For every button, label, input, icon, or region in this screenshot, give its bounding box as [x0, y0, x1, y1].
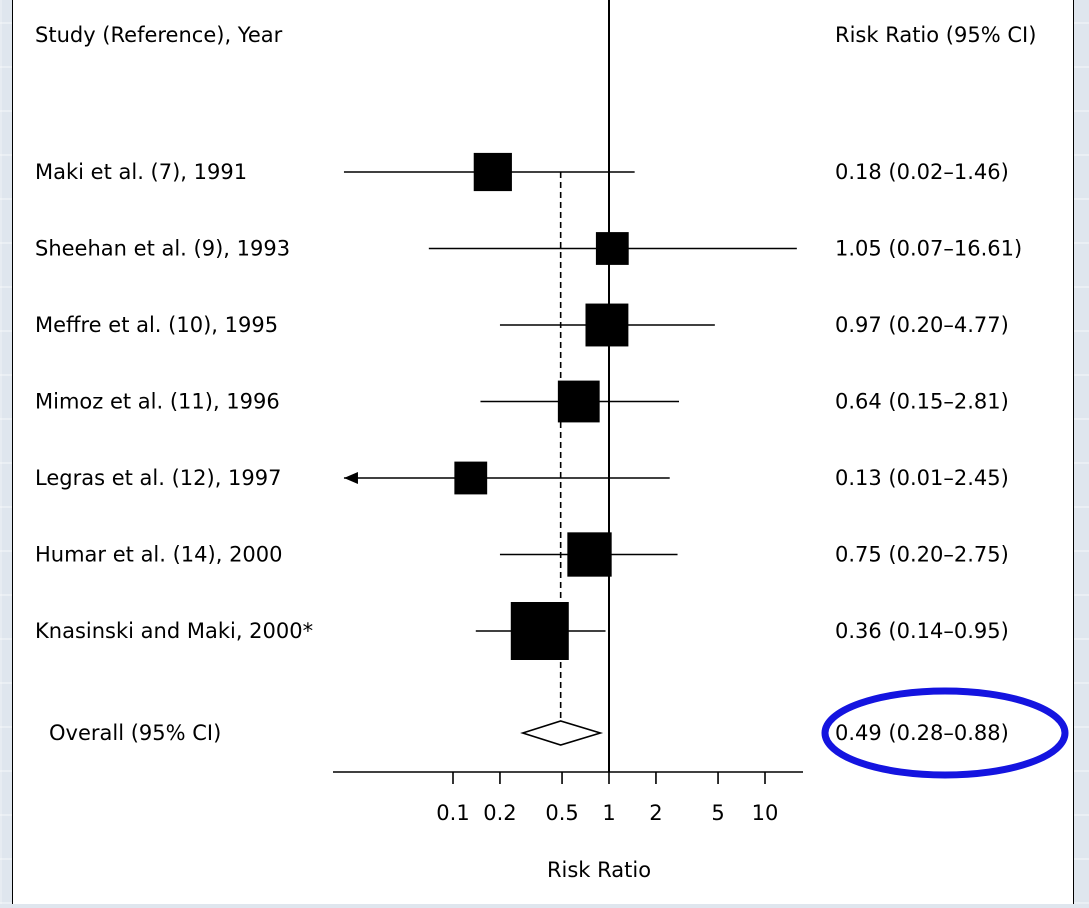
study-value: 0.75 (0.20–2.75): [835, 543, 1009, 567]
ci-arrow: [343, 472, 358, 484]
study-label: Mimoz et al. (11), 1996: [35, 390, 280, 414]
study-box: [473, 152, 512, 192]
x-tick-label: 0.5: [545, 801, 578, 825]
overall-value: 0.49 (0.28–0.88): [835, 721, 1009, 745]
study-label: Maki et al. (7), 1991: [35, 160, 247, 184]
study-label: Knasinski and Maki, 2000*: [35, 619, 313, 643]
study-box: [454, 461, 488, 495]
study-label: Humar et al. (14), 2000: [35, 543, 283, 567]
x-tick-label: 0.2: [483, 801, 516, 825]
x-tick-label: 0.1: [436, 801, 469, 825]
study-value: 0.36 (0.14–0.95): [835, 619, 1009, 643]
study-value: 0.18 (0.02–1.46): [835, 160, 1009, 184]
study-box: [510, 602, 569, 660]
study-box: [595, 232, 629, 265]
overall-label: Overall (95% CI): [49, 721, 221, 745]
x-tick-label: 10: [752, 801, 779, 825]
chart-panel: Study (Reference), Year Risk Ratio (95% …: [12, 0, 1074, 904]
study-box: [585, 303, 629, 347]
header-right: Risk Ratio (95% CI): [835, 23, 1036, 47]
header-left: Study (Reference), Year: [35, 23, 283, 47]
x-tick-label: 1: [602, 801, 615, 825]
study-label: Meffre et al. (10), 1995: [35, 313, 278, 337]
forest-plot: Study (Reference), Year Risk Ratio (95% …: [35, 0, 1069, 882]
x-tick-label: 2: [649, 801, 662, 825]
study-box: [557, 380, 600, 423]
study-value: 0.13 (0.01–2.45): [835, 466, 1009, 490]
x-axis-label: Risk Ratio: [547, 858, 651, 882]
study-value: 0.64 (0.15–2.81): [835, 390, 1009, 414]
study-label: Legras et al. (12), 1997: [35, 466, 281, 490]
study-value: 0.97 (0.20–4.77): [835, 313, 1009, 337]
study-label: Sheehan et al. (9), 1993: [35, 237, 290, 261]
highlight-ellipse: [821, 687, 1069, 779]
overall-diamond: [520, 720, 604, 746]
x-tick-label: 5: [711, 801, 724, 825]
study-box: [567, 532, 612, 577]
study-value: 1.05 (0.07–16.61): [835, 237, 1022, 261]
